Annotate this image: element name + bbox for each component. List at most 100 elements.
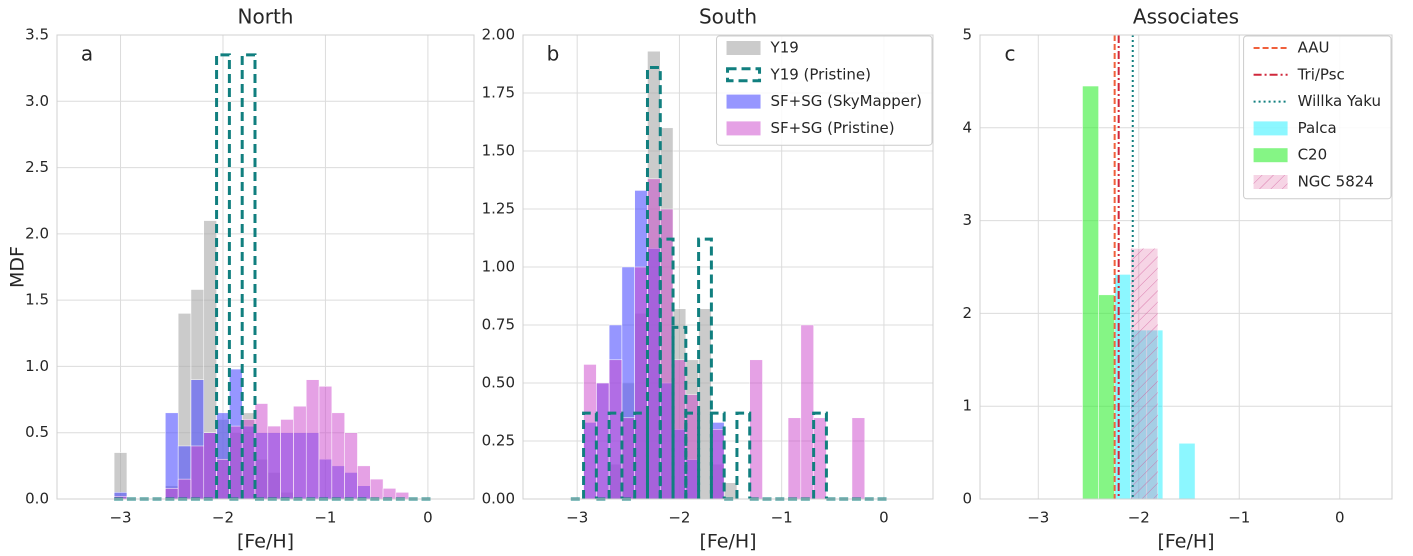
panel-label: b: [547, 42, 560, 66]
y-tick-label: 1.25: [482, 200, 515, 218]
legend-label: Tri/Psc: [1297, 65, 1345, 83]
legend-label: Y19 (Pristine): [770, 65, 871, 83]
bar: [672, 359, 687, 500]
bar: [203, 432, 217, 500]
y-tick-label: 1.5: [25, 291, 49, 309]
bar-group: [177, 478, 192, 500]
bar-group: [267, 425, 281, 500]
y-tick-label: 1.00: [482, 258, 515, 276]
legend-label: C20: [1298, 146, 1328, 164]
bar-group: [165, 488, 179, 500]
bar-group: [203, 432, 217, 500]
step-bin: [607, 411, 624, 499]
legend-label: AAU: [1298, 39, 1330, 57]
y-tick-label: 2.5: [25, 158, 49, 176]
legend-label: SF+SG (SkyMapper): [771, 92, 922, 110]
bar-group: [698, 308, 712, 500]
x-tick-label: −2: [212, 509, 234, 527]
legend-handle: [726, 121, 761, 136]
y-tick-label: 1.50: [482, 142, 515, 160]
x-axis-label: [Fe/H]: [237, 531, 294, 553]
bar: [370, 478, 384, 500]
x-tick-label: −1: [1228, 509, 1250, 527]
bar-group: [634, 266, 648, 500]
bar-group: [1098, 294, 1115, 500]
bar-group: [382, 488, 397, 500]
step-bin: [240, 53, 257, 499]
y-tick-label: 3.5: [25, 26, 49, 44]
x-tick-label: −3: [109, 509, 131, 527]
legend-label: SF+SG (Pristine): [771, 119, 895, 137]
legend-hatch: [1253, 175, 1288, 189]
y-tick-label: 2.0: [25, 224, 49, 242]
bar-group: [621, 417, 635, 500]
bar: [190, 445, 205, 500]
bar-group: [787, 417, 802, 500]
bar: [596, 382, 610, 500]
step-bin: [812, 411, 828, 499]
bar-group: [1082, 85, 1099, 500]
y-tick-label: 0.0: [25, 490, 49, 508]
panel-label: a: [81, 42, 93, 66]
bar-group: [113, 452, 128, 500]
y-tick-label: 0.75: [482, 316, 515, 334]
x-tick-label: −1: [771, 509, 793, 527]
panel-label: c: [1005, 42, 1016, 66]
legend: Y19 Y19 (Pristine) SF+SG (SkyMapper) SF+SG …: [716, 35, 933, 146]
legend-label: Palca: [1298, 119, 1337, 137]
bar: [1114, 274, 1131, 500]
plot-frame: [522, 34, 934, 500]
x-tick-label: 0: [423, 509, 433, 527]
bar-group: [305, 379, 320, 500]
bar: [634, 266, 648, 500]
bar-group: [293, 405, 307, 500]
bar: [813, 417, 827, 500]
y-tick-label: 0.50: [482, 374, 515, 392]
bar-group: [685, 394, 699, 500]
bar-group: [851, 417, 866, 500]
bar: [216, 458, 230, 500]
legend-label: Willka Yaku: [1298, 92, 1381, 110]
bar-group: [800, 324, 814, 500]
y-tick-label: 2.00: [482, 26, 515, 44]
bar-group: [813, 417, 827, 500]
bar: [344, 432, 358, 500]
bar-group: [660, 208, 674, 500]
legend-label: Y19: [770, 39, 799, 57]
chart-title: Associates: [1133, 5, 1239, 29]
bar-group: [190, 445, 205, 500]
bar: [293, 405, 307, 500]
bar-group: [254, 403, 269, 500]
y-tick-label: 0.25: [482, 432, 515, 450]
bar-group: [608, 359, 623, 500]
y-axis-label: MDF: [7, 246, 29, 288]
bar: [305, 379, 320, 500]
step-bin: [709, 411, 726, 499]
legend-box: [716, 35, 933, 146]
legend-handle: [1253, 121, 1288, 136]
bar: [698, 308, 712, 500]
bar: [318, 386, 333, 500]
x-tick-label: 0: [1335, 509, 1345, 527]
y-tick-label: 0.00: [482, 490, 515, 508]
x-axis-label: [Fe/H]: [1157, 531, 1214, 553]
bar-group: [1178, 443, 1196, 500]
x-axis-label: [Fe/H]: [699, 531, 756, 553]
bar: [583, 364, 597, 500]
bar: [241, 419, 256, 500]
legend: AAU Tri/Psc Willka Yaku Palca C20 NGC 5824: [1243, 35, 1392, 200]
bar: [685, 394, 699, 500]
chart-title: South: [699, 5, 757, 29]
x-tick-label: −2: [1128, 509, 1150, 527]
y-tick-label: 2: [962, 304, 972, 322]
y-tick-label: 1: [962, 397, 972, 415]
bar-group: [672, 359, 687, 500]
x-tick-label: −1: [314, 509, 336, 527]
bar: [1098, 294, 1115, 500]
step-bin: [215, 53, 231, 499]
step-bin: [658, 237, 675, 499]
bar-group: [723, 482, 738, 500]
bar-group: [596, 382, 610, 500]
bar-group: [241, 419, 256, 500]
